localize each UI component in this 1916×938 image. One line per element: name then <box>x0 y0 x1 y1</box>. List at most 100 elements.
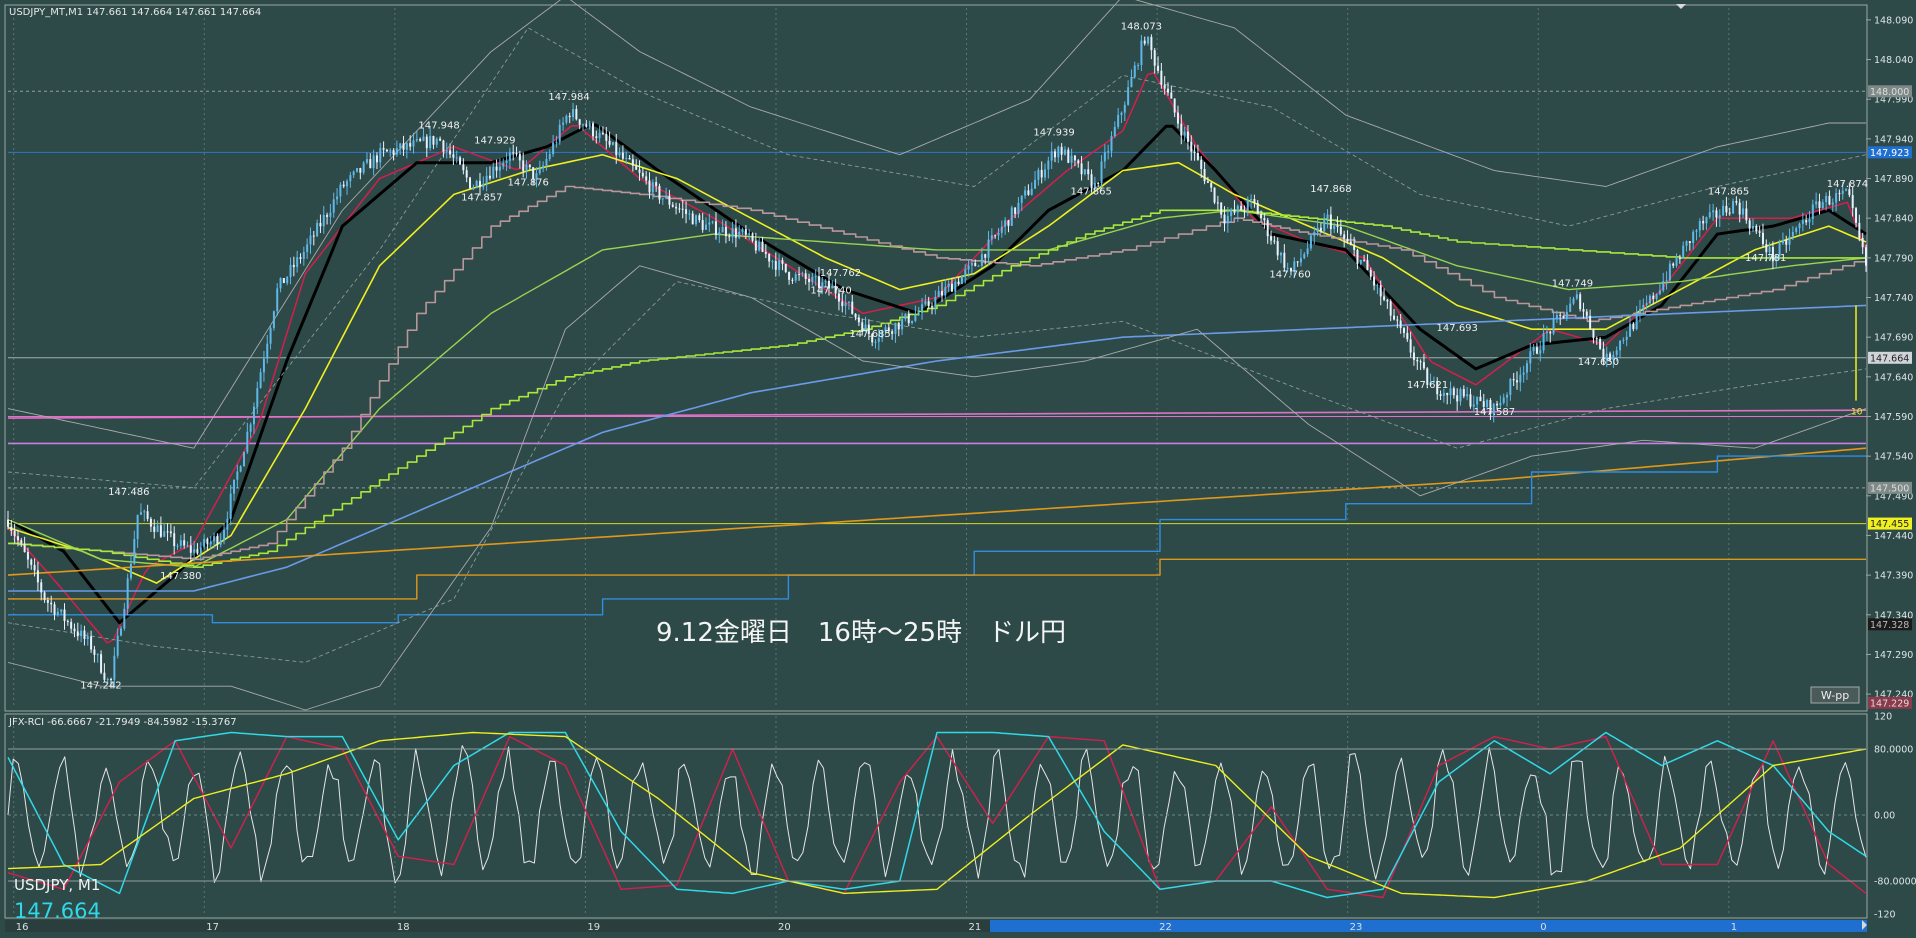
candle-body <box>1280 252 1283 256</box>
w-pp-button[interactable]: W-pp <box>1810 686 1860 704</box>
price-tick-label: 147.390 <box>1874 571 1913 582</box>
candle-body <box>744 229 747 235</box>
candle-body <box>897 322 900 330</box>
candle-body <box>1712 210 1715 213</box>
candle-body <box>1020 195 1023 203</box>
candle-body <box>206 539 209 545</box>
time-tick-label: 23 <box>1350 922 1363 933</box>
candle-body <box>701 220 704 230</box>
candle-body <box>947 283 950 288</box>
candle-body <box>1795 228 1798 233</box>
price-tags: 148.000 147.923 147.664 147.500 147.455 147.3… <box>1868 85 1912 709</box>
candle-body <box>1147 36 1150 44</box>
candle-body <box>1439 394 1442 396</box>
candle-body <box>568 115 571 118</box>
candle-body <box>1057 146 1060 158</box>
candle-body <box>1110 136 1113 152</box>
candle-body <box>714 221 717 236</box>
candle-body <box>216 536 219 545</box>
candle-body <box>40 582 43 593</box>
candle-body <box>249 424 252 432</box>
candle-body <box>50 602 53 605</box>
candle-body <box>1100 161 1103 184</box>
autoscroll-icon[interactable] <box>1862 920 1867 930</box>
candle-body <box>485 175 488 184</box>
candle-body <box>1070 155 1073 163</box>
candle-body <box>605 134 608 141</box>
candle-body <box>621 152 624 159</box>
candle-body <box>1333 225 1336 230</box>
candle-body <box>861 322 864 332</box>
candle-body <box>1090 174 1093 189</box>
time-tick-label: 19 <box>587 922 600 933</box>
sub-grid <box>13 716 1730 914</box>
candle-body <box>419 138 422 141</box>
candle-body <box>1698 220 1701 231</box>
candle-body <box>395 148 398 155</box>
candle-body <box>1230 209 1233 216</box>
candle-body <box>685 209 688 214</box>
main-panel-border <box>4 4 1868 712</box>
candle-body <box>940 291 943 296</box>
candle-body <box>1339 227 1342 235</box>
candle-body <box>582 124 585 126</box>
candle-body <box>246 431 249 453</box>
candle-body <box>203 539 206 548</box>
candle-body <box>435 138 438 145</box>
price-annotation: 147.685 <box>849 329 890 340</box>
candle-body <box>1506 394 1509 398</box>
price-tag-label: 147.328 <box>1870 620 1909 631</box>
candle-body <box>1472 404 1475 407</box>
candle-body <box>532 167 535 180</box>
time-tick-label: 22 <box>1159 922 1172 933</box>
candle-body <box>1582 309 1585 312</box>
candle-body <box>1781 240 1784 244</box>
candle-body <box>183 540 186 546</box>
rci-cyan <box>7 731 1867 899</box>
candle-body <box>691 213 694 225</box>
drop-count-label: 10 <box>1851 408 1863 418</box>
time-axis-highlight <box>990 920 1867 932</box>
candle-body <box>1193 151 1196 153</box>
price-annotation: 147.868 <box>1310 184 1351 195</box>
time-axis: 16 17 18 19 20 21 22 23 0 1 <box>16 922 1737 933</box>
candle-body <box>1160 70 1163 85</box>
price-tick-label: 147.240 <box>1874 690 1913 701</box>
candle-body <box>492 166 495 179</box>
ma-fast-red <box>7 72 1867 644</box>
candle-body <box>625 157 628 159</box>
candle-body <box>362 162 365 173</box>
candle-body <box>369 159 372 169</box>
candle-body <box>1190 141 1193 152</box>
candle-body <box>392 150 395 155</box>
price-tick-label: 147.490 <box>1874 491 1913 502</box>
candle-body <box>133 539 136 564</box>
candle-body <box>452 154 455 158</box>
symbol-label: USDJPY, M1 <box>14 876 100 894</box>
price-tick-label: 147.440 <box>1874 531 1913 542</box>
candle-body <box>26 552 29 560</box>
time-tick-label: 0 <box>1540 922 1546 933</box>
candle-body <box>289 264 292 277</box>
candle-body <box>728 236 731 238</box>
time-tick-label: 18 <box>397 922 410 933</box>
candle-body <box>475 180 478 188</box>
candle-body <box>332 199 335 213</box>
candle-body <box>1808 219 1811 223</box>
candle-body <box>1562 315 1565 318</box>
price-tag <box>1868 351 1912 364</box>
candle-body <box>1412 352 1415 360</box>
candle-body <box>1402 328 1405 333</box>
candle-body <box>1137 65 1140 67</box>
price-annotation: 147.948 <box>418 121 459 132</box>
candle-body <box>1599 338 1602 349</box>
candle-body <box>1831 202 1834 205</box>
chart-shift-marker[interactable] <box>1676 4 1686 9</box>
candle-body <box>46 600 49 603</box>
price-tick-label: 147.790 <box>1874 253 1913 264</box>
candle-body <box>60 609 63 612</box>
candle-body <box>90 636 93 650</box>
candle-body <box>794 274 797 281</box>
candle-body <box>808 278 811 283</box>
